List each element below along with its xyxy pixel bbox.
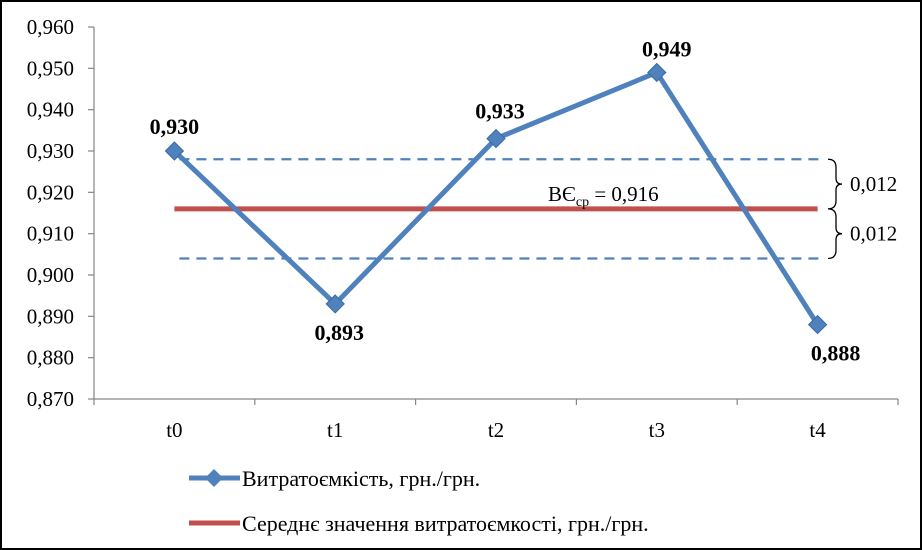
data-labels: 0,930 0,893 0,933 0,949 0,888	[150, 36, 861, 365]
y-axis-ticks: 0,870 0,880 0,890 0,900 0,910 0,920 0,930 0,940…	[27, 15, 94, 411]
y-tick-label: 0,930	[27, 139, 74, 163]
y-tick-label: 0,950	[27, 56, 74, 80]
y-tick-label: 0,960	[27, 15, 74, 39]
y-tick-label: 0,890	[27, 304, 74, 328]
y-tick-label: 0,940	[27, 98, 74, 122]
x-tick-label: t4	[809, 418, 826, 442]
y-tick-label: 0,870	[27, 387, 74, 411]
legend-marker-series	[205, 469, 223, 487]
x-tick-label: t1	[327, 418, 343, 442]
legend-label-series: Витратоємкість, грн./грн.	[242, 466, 480, 491]
deviation-label-upper: 0,012	[850, 172, 897, 196]
data-label: 0,930	[150, 114, 200, 139]
y-tick-label: 0,910	[27, 222, 74, 246]
data-point-marker	[486, 128, 506, 149]
data-point-marker	[164, 141, 185, 161]
data-label: 0,888	[811, 341, 861, 366]
lower-brace	[827, 208, 843, 260]
cost-intensity-series	[164, 62, 828, 335]
y-tick-label: 0,920	[27, 180, 74, 204]
x-tick-label: t2	[488, 418, 504, 442]
deviation-label-lower: 0,012	[850, 222, 897, 246]
y-tick-label: 0,900	[27, 263, 74, 287]
data-point-marker	[325, 294, 345, 314]
data-label: 0,933	[475, 99, 525, 124]
data-label: 0,893	[314, 320, 364, 345]
x-axis-ticks: t0 t1 t2 t3 t4	[93, 399, 899, 442]
legend-label-mean: Середнє значення витратоємкості, грн./гр…	[242, 511, 649, 536]
upper-brace	[827, 158, 843, 210]
axes	[93, 27, 898, 400]
legend: Витратоємкість, грн./грн. Середнє значенн…	[189, 466, 649, 536]
mean-annotation: ВЄср = 0,916	[548, 182, 659, 210]
data-label: 0,949	[642, 36, 692, 61]
data-point-marker	[647, 62, 667, 83]
x-tick-label: t3	[649, 418, 665, 442]
data-point-marker	[807, 314, 828, 335]
y-tick-label: 0,880	[27, 346, 74, 370]
x-tick-label: t0	[166, 418, 182, 442]
annotations: ВЄср = 0,916 0,012 0,012	[548, 158, 897, 260]
